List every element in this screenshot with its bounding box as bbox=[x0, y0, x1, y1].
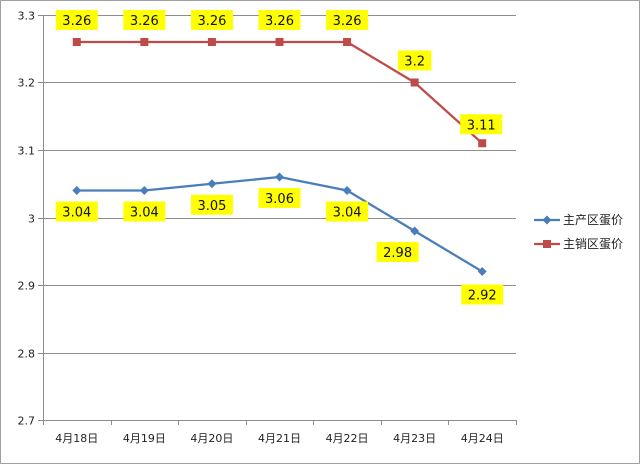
data-label-box bbox=[326, 201, 369, 222]
axes: 2.7 2.8 2.9 3 3.1 3.2 3.3 4月18日 4月19日 4月20日 4月21日 4… bbox=[18, 10, 517, 445]
data-label: 3.26 bbox=[258, 10, 301, 30]
data-label-box bbox=[460, 114, 503, 135]
diamond-marker bbox=[207, 179, 217, 189]
square-marker bbox=[343, 38, 352, 46]
data-label-text: 3.05 bbox=[197, 199, 226, 214]
series bbox=[72, 38, 487, 276]
legend-label: 主销区蛋价 bbox=[563, 237, 623, 251]
data-label-text: 3.26 bbox=[333, 14, 362, 29]
legend-square-icon bbox=[543, 240, 551, 248]
diamond-marker bbox=[275, 172, 284, 182]
data-label-box bbox=[258, 10, 301, 30]
square-marker bbox=[140, 38, 149, 46]
data-label: 3.26 bbox=[55, 10, 98, 30]
data-label-box bbox=[123, 10, 166, 30]
data-label: 2.92 bbox=[461, 284, 504, 305]
legend-label: 主产区蛋价 bbox=[563, 213, 623, 227]
data-label-text: 3.11 bbox=[467, 118, 496, 133]
square-marker bbox=[478, 139, 487, 148]
diamond-marker bbox=[342, 186, 352, 195]
data-label-box bbox=[326, 10, 369, 30]
data-label-text: 3.26 bbox=[130, 14, 159, 29]
square-marker bbox=[410, 78, 419, 87]
data-label: 3.26 bbox=[123, 10, 166, 30]
y-tick-label: 3.1 bbox=[18, 145, 36, 158]
legend-item: 主产区蛋价 bbox=[534, 213, 623, 227]
square-marker bbox=[275, 38, 284, 46]
legend-item: 主销区蛋价 bbox=[534, 237, 623, 251]
x-tick-label: 4月19日 bbox=[123, 432, 166, 445]
legend-diamond-icon bbox=[542, 215, 552, 225]
data-label: 3.05 bbox=[190, 194, 233, 215]
data-label-box bbox=[190, 10, 233, 30]
grid bbox=[43, 15, 516, 421]
data-label: 3.06 bbox=[258, 188, 301, 208]
x-tick-label: 4月21日 bbox=[258, 432, 301, 445]
y-tick-label: 2.7 bbox=[18, 415, 36, 428]
diamond-marker bbox=[410, 226, 420, 236]
data-label: 3.11 bbox=[460, 114, 503, 135]
data-label-box bbox=[397, 50, 432, 71]
y-tick-label: 3.3 bbox=[18, 10, 36, 23]
data-label: 3.26 bbox=[326, 10, 369, 30]
data-label: 3.26 bbox=[190, 10, 233, 30]
data-label-box bbox=[258, 188, 301, 208]
diamond-marker bbox=[139, 186, 149, 195]
data-label-box bbox=[55, 10, 98, 30]
data-label: 3.04 bbox=[326, 201, 369, 222]
diamond-marker bbox=[477, 267, 487, 276]
y-tick-label: 3 bbox=[28, 213, 35, 226]
data-label-text: 3.04 bbox=[62, 206, 91, 221]
data-label-box bbox=[376, 242, 419, 262]
data-label-text: 3.26 bbox=[197, 14, 226, 29]
data-label: 2.98 bbox=[376, 242, 419, 262]
data-label-text: 3.04 bbox=[333, 206, 362, 221]
data-label: 3.04 bbox=[55, 201, 98, 222]
x-tick-label: 4月24日 bbox=[461, 432, 504, 445]
data-label-box bbox=[190, 194, 233, 215]
data-label-text: 3.06 bbox=[265, 192, 294, 207]
data-label-text: 3.2 bbox=[404, 55, 425, 70]
y-tick-label: 3.2 bbox=[18, 77, 36, 90]
x-tick-label: 4月20日 bbox=[190, 432, 233, 445]
data-label-text: 3.04 bbox=[130, 206, 159, 221]
diamond-marker bbox=[72, 186, 82, 195]
square-marker bbox=[72, 38, 81, 46]
square-marker bbox=[207, 38, 216, 46]
data-label-text: 3.26 bbox=[62, 14, 91, 29]
data-label-text: 2.92 bbox=[468, 289, 497, 304]
data-label-box bbox=[55, 201, 98, 222]
data-label: 3.2 bbox=[397, 50, 432, 71]
data-labels: 3.04 3.04 3.05 3.06 3.04 2.98 2.92 3.26 3.26 3.26… bbox=[55, 10, 504, 305]
data-label-box bbox=[461, 284, 504, 305]
data-label: 3.04 bbox=[123, 201, 166, 222]
x-tick-label: 4月18日 bbox=[55, 432, 98, 445]
data-label-text: 2.98 bbox=[383, 246, 412, 261]
x-tick-label: 4月23日 bbox=[393, 432, 436, 445]
y-tick-label: 2.9 bbox=[18, 280, 36, 293]
x-tick-label: 4月22日 bbox=[326, 432, 369, 445]
data-label-box bbox=[123, 201, 166, 222]
data-label-text: 3.26 bbox=[265, 14, 294, 29]
y-tick-label: 2.8 bbox=[18, 348, 36, 361]
